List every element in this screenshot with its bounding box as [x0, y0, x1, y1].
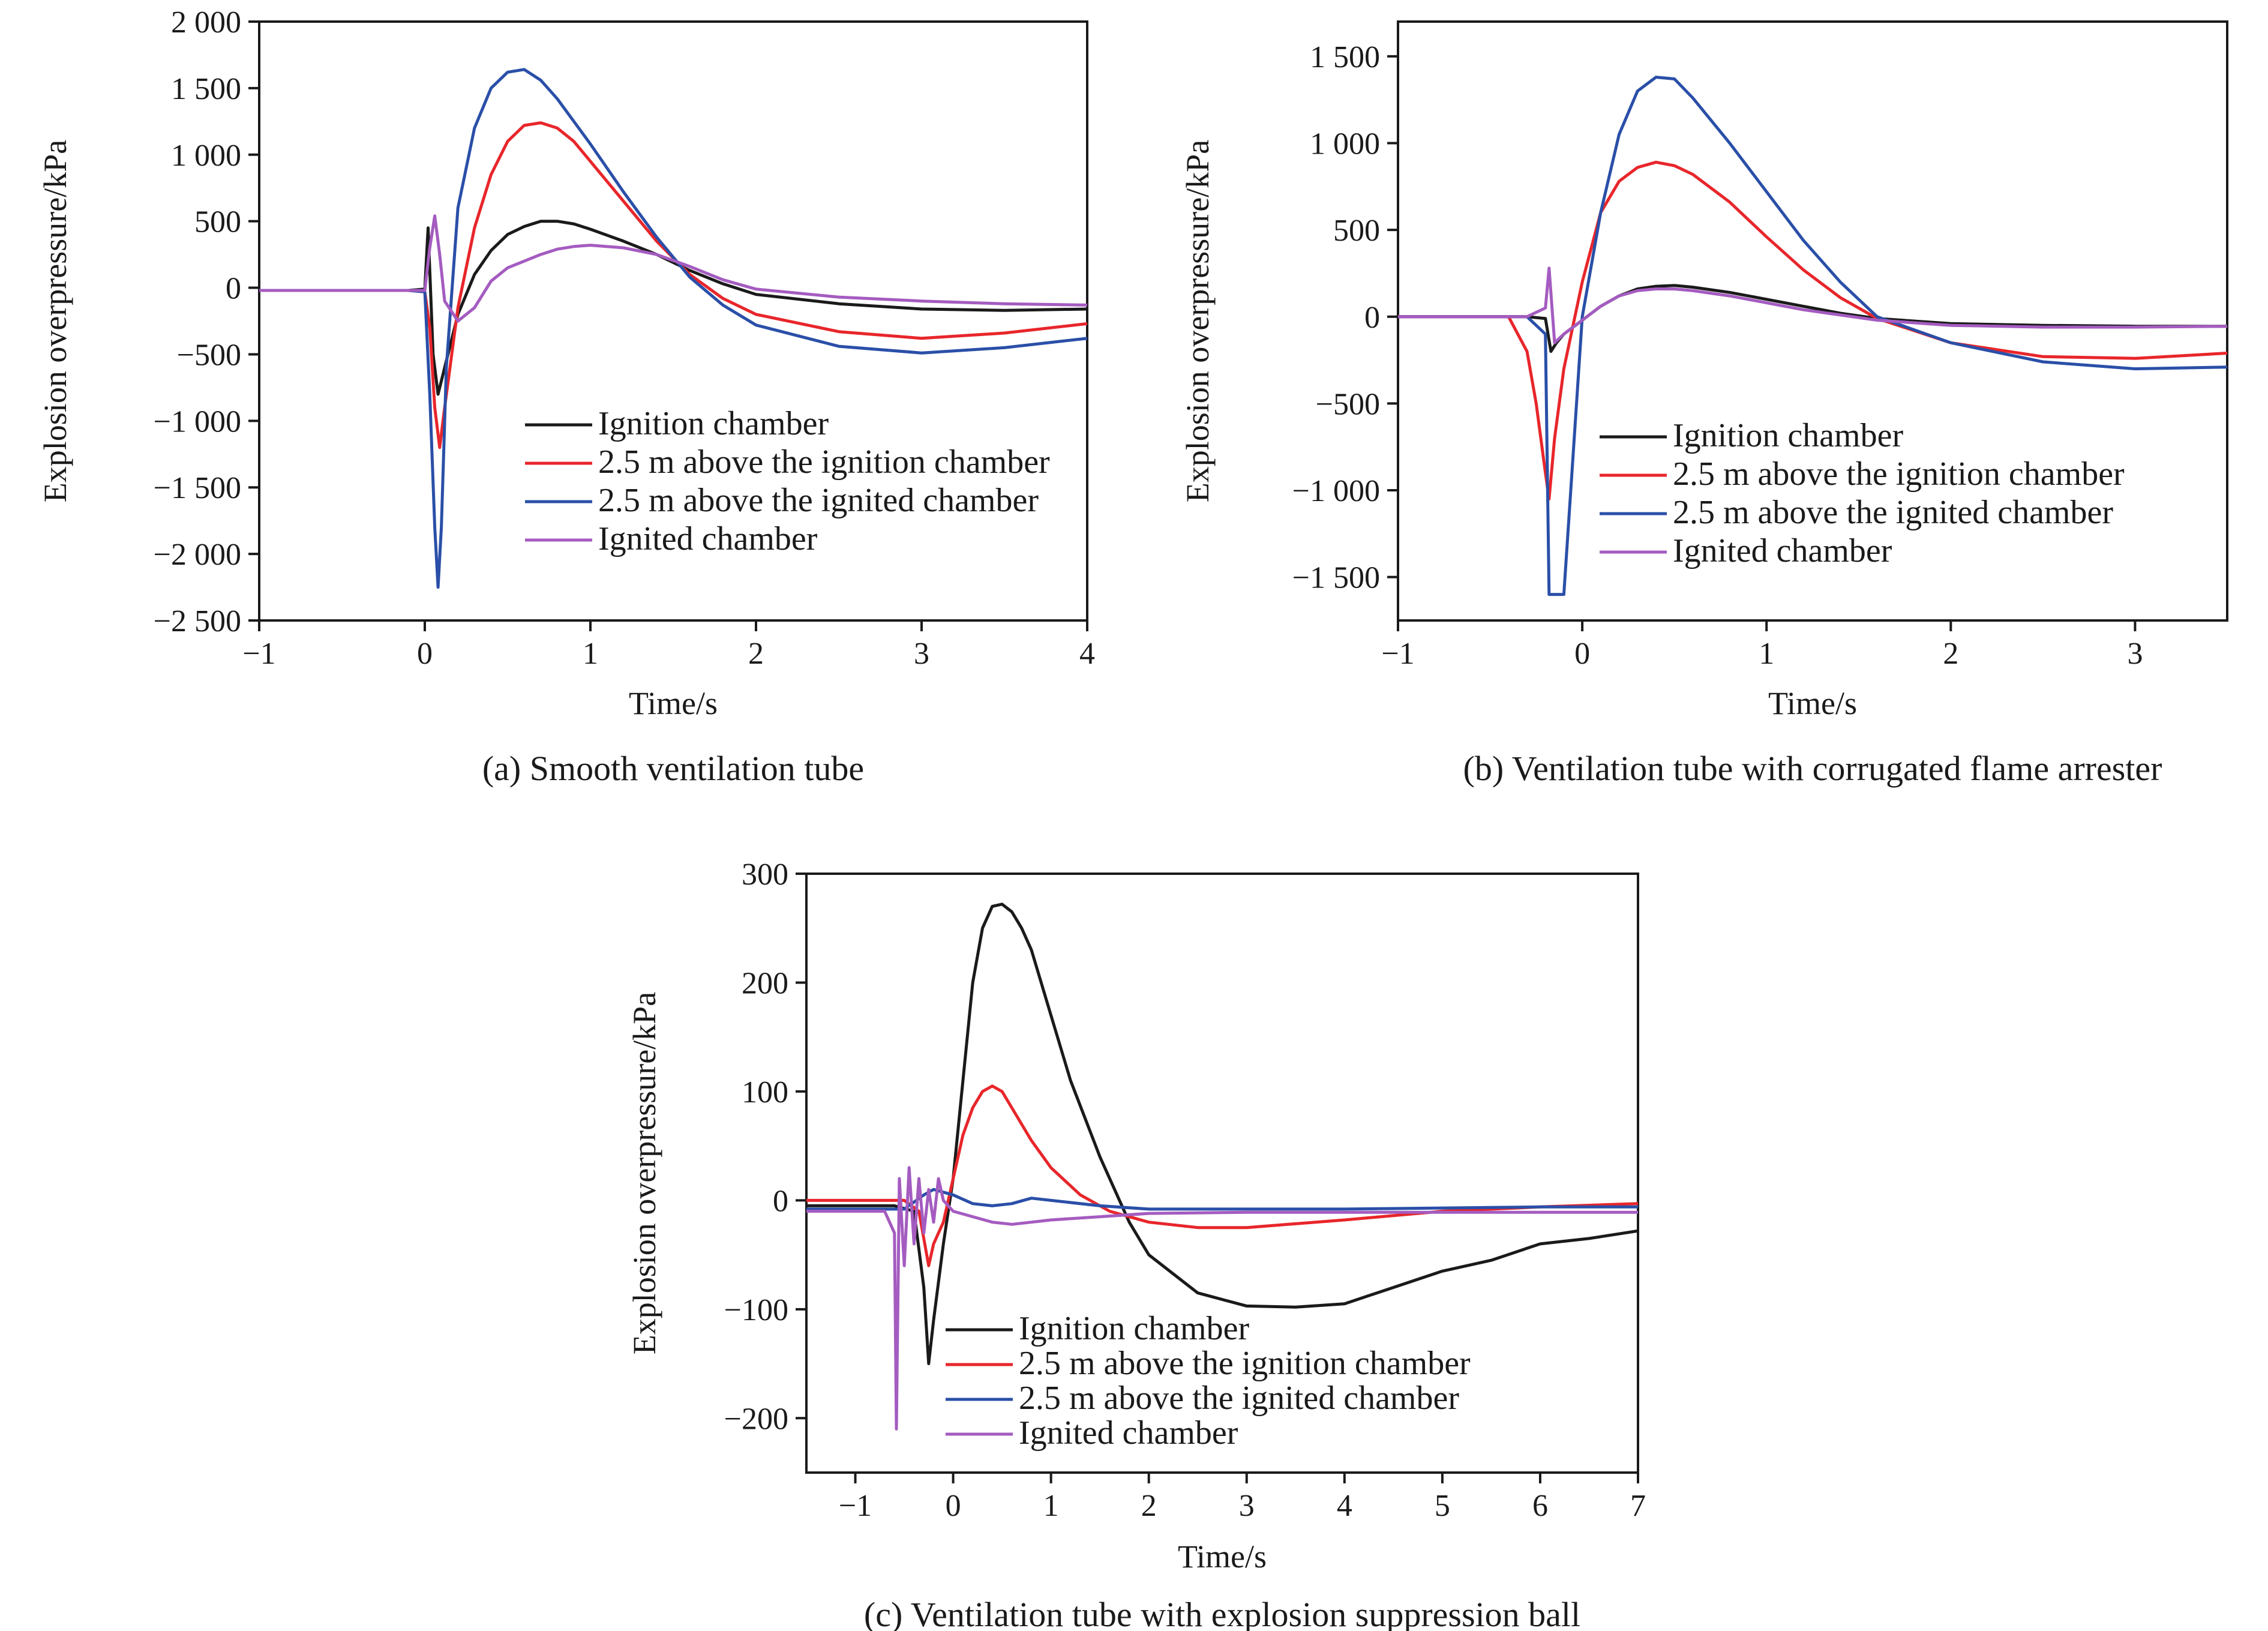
plot-frame [1397, 20, 2228, 622]
legend-label: 2.5 m above the ignition chamber [598, 443, 1050, 481]
y-tick-label: 2 000 [171, 5, 241, 40]
x-tick-label: 1 [583, 637, 598, 671]
x-tick-label: −1 [839, 1489, 872, 1523]
x-tick-label: 0 [946, 1489, 961, 1523]
x-tick-label: 3 [1239, 1489, 1255, 1523]
panel-caption: (b) Ventilation tube with corrugated fla… [1463, 749, 2162, 788]
x-tick-label: 1 [1043, 1489, 1059, 1523]
series-line-above_ignited [1398, 76, 2227, 596]
x-tick-label: 0 [1574, 637, 1590, 671]
x-tick-label: 3 [914, 637, 929, 671]
legend-label: 2.5 m above the ignition chamber [1673, 455, 2125, 493]
series-group [1398, 76, 2227, 596]
x-tick-label: −1 [242, 637, 275, 671]
y-tick-label: −1 000 [154, 404, 241, 439]
y-tick-label: −2 500 [154, 604, 241, 638]
chart-panel-a: −1 0 1 2 3 4 −2 500 −2 000 −1 500 −1 000 −500 0 500 1… [37, 5, 1095, 788]
legend-label: Ignition chamber [1019, 1310, 1249, 1347]
y-tick-label: 1 500 [1310, 40, 1380, 74]
x-tick-label: 5 [1435, 1489, 1450, 1523]
x-axis-title: Time/s [629, 685, 718, 721]
series-line-above_ignition [806, 1084, 1638, 1267]
legend-label: Ignited chamber [598, 520, 818, 557]
y-tick-label: 1 000 [1310, 127, 1380, 161]
x-tick-label: −1 [1381, 637, 1414, 671]
x-axis-title: Time/s [1768, 685, 1857, 721]
series-line-ignited [1398, 266, 2227, 344]
x-tick-label: 6 [1532, 1489, 1548, 1523]
y-axis-title: Explosion overpressure/kPa [626, 992, 662, 1354]
legend-label: 2.5 m above the ignited chamber [598, 482, 1039, 519]
x-axis-title: Time/s [1178, 1539, 1267, 1575]
series-line-above_ignition [259, 121, 1087, 449]
legend-label: Ignited chamber [1019, 1414, 1238, 1452]
legend-label: 2.5 m above the ignited chamber [1673, 494, 2113, 531]
y-tick-label: 100 [742, 1075, 788, 1110]
y-tick-label: −1 000 [1292, 474, 1380, 508]
y-axis-title: Explosion overpressure/kPa [37, 140, 73, 502]
legend-label: 2.5 m above the ignited chamber [1019, 1380, 1459, 1417]
x-tick-label: 7 [1630, 1489, 1646, 1523]
y-axis-title: Explosion overpressure/kPa [1180, 140, 1216, 502]
y-tick-label: 1 500 [171, 72, 241, 106]
panel-caption: (c) Ventilation tube with explosion supp… [864, 1595, 1580, 1631]
y-tick-label: 0 [1364, 301, 1380, 335]
y-tick-label: −500 [177, 338, 241, 372]
x-tick-label: 2 [1141, 1489, 1157, 1523]
y-tick-label: 0 [226, 272, 241, 306]
x-tick-label: 3 [2127, 637, 2143, 671]
y-tick-label: 500 [1333, 214, 1380, 248]
y-tick-label: 500 [194, 205, 241, 239]
series-line-ignited [259, 214, 1087, 323]
chart-panel-b: −1 0 1 2 3 −1 500 −1 000 −500 0 500 1 000 1 500 Igni… [1180, 20, 2228, 788]
y-tick-label: −1 500 [1292, 561, 1380, 595]
y-tick-label: −2 000 [154, 538, 241, 572]
y-tick-label: −200 [724, 1402, 788, 1436]
y-tick-label: −500 [1316, 387, 1380, 421]
x-tick-label: 1 [1759, 637, 1774, 671]
plot-frame [805, 873, 1639, 1474]
x-tick-label: 2 [1943, 637, 1958, 671]
y-tick-label: −100 [724, 1293, 788, 1327]
y-tick-label: 200 [742, 966, 788, 1000]
y-tick-label: 0 [773, 1184, 788, 1218]
x-tick-label: 2 [748, 637, 764, 671]
series-line-above_ignited [259, 68, 1087, 589]
legend-label: 2.5 m above the ignition chamber [1019, 1345, 1471, 1382]
legend-label: Ignited chamber [1673, 532, 1892, 569]
legend-label: Ignition chamber [598, 405, 829, 442]
series-line-ignition [1398, 284, 2227, 353]
x-tick-label: 4 [1079, 637, 1095, 671]
series-line-ignited [806, 1166, 1638, 1431]
x-tick-label: 0 [417, 637, 433, 671]
series-line-ignition [259, 220, 1087, 396]
series-line-ignition [806, 903, 1638, 1365]
plot-frame [258, 20, 1088, 622]
y-tick-label: 300 [742, 858, 788, 892]
series-group [806, 903, 1638, 1431]
legend-label: Ignition chamber [1673, 417, 1903, 454]
chart-panel-c: −1 0 1 2 3 4 5 6 7 −200 −100 0 100 200 300 Ignition cha… [626, 858, 1646, 1631]
x-tick-label: 4 [1337, 1489, 1352, 1523]
series-group [259, 68, 1087, 589]
panel-caption: (a) Smooth ventilation tube [482, 749, 864, 788]
y-tick-label: −1 500 [154, 471, 241, 505]
y-tick-label: 1 000 [171, 139, 241, 173]
